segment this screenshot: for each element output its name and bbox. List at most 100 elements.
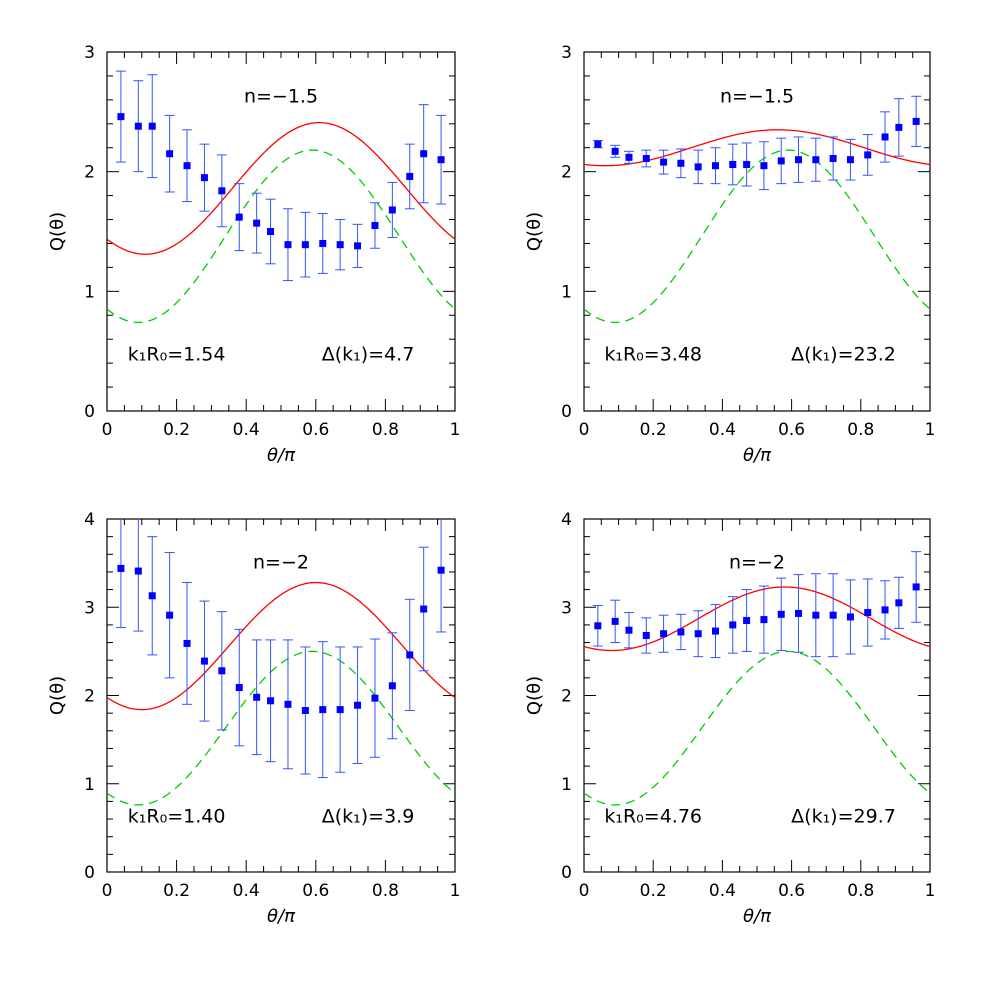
data-point [625, 626, 633, 634]
y-tick-label: 4 [561, 510, 572, 530]
x-tick-label: 1 [450, 881, 461, 901]
x-tick-label: 0.2 [640, 420, 667, 440]
data-point [795, 156, 803, 164]
y-tick-label: 2 [84, 687, 95, 707]
data-point [406, 172, 414, 180]
data-point [200, 174, 208, 182]
data-point [711, 162, 719, 170]
y-tick-label: 1 [84, 775, 95, 795]
data-point [166, 611, 174, 619]
data-point [134, 122, 142, 130]
annotation-k1R0: k₁R₀=3.48 [604, 344, 702, 366]
data-point [611, 617, 619, 625]
annotation-n: n=−2 [729, 551, 785, 573]
y-tick-label: 1 [561, 775, 572, 795]
data-point [406, 651, 414, 659]
x-tick-label: 0.8 [372, 420, 399, 440]
data-point [677, 159, 685, 167]
data-point [235, 684, 243, 692]
annotation-k1R0: k₁R₀=1.40 [128, 806, 226, 828]
data-point [437, 566, 445, 574]
data-point [777, 610, 785, 618]
data-point [881, 133, 889, 141]
solid-model-curve [107, 121, 455, 255]
data-point [611, 147, 619, 155]
data-point [912, 583, 920, 591]
data-point [235, 213, 243, 221]
data-point [864, 151, 872, 159]
data-point [812, 611, 820, 619]
x-tick-label: 1 [450, 420, 461, 440]
data-point [594, 140, 602, 148]
y-tick-label: 2 [561, 687, 572, 707]
annotation-delta: Δ(k₁)=29.7 [791, 806, 896, 828]
x-tick-label: 1 [925, 420, 936, 440]
y-tick-label: 1 [561, 282, 572, 302]
x-tick-label: 0.4 [233, 881, 260, 901]
data-point [743, 160, 751, 168]
data-point [301, 241, 309, 249]
y-axis-label: Q(θ) [524, 676, 545, 715]
y-tick-label: 0 [561, 863, 572, 883]
x-tick-label: 0.2 [163, 420, 190, 440]
data-point [660, 630, 668, 638]
data-point [912, 117, 920, 125]
data-point [371, 694, 379, 702]
data-layer [584, 551, 930, 806]
y-tick-label: 0 [561, 402, 572, 422]
x-tick-label: 0.8 [847, 881, 874, 901]
solid-model-curve [107, 581, 455, 711]
panel-3: 0 0.2 0.4 0.6 0.8 1 0 1 2 3 4 θ/π Q(θ) n=−2 k₁R₀=1.40 Δ… [47, 510, 461, 927]
data-point [148, 592, 156, 600]
y-axis-label: Q(θ) [47, 676, 68, 715]
x-tick-label: 0.4 [709, 420, 736, 440]
data-point [594, 622, 602, 630]
data-point [881, 606, 889, 614]
panel-2: 0 0.2 0.4 0.6 0.8 1 0 1 2 3 θ/π Q(θ) n=−1.5 k₁R₀=3.48… [524, 43, 935, 466]
data-point [183, 639, 191, 647]
data-point [354, 242, 362, 250]
data-point [354, 701, 362, 709]
panel-4: 0 0.2 0.4 0.6 0.8 1 0 1 2 3 4 θ/π Q(θ) n=−2 k₁R₀=4.76 Δ… [524, 510, 935, 927]
data-point [166, 150, 174, 158]
dashed-model-curve [107, 650, 455, 806]
data-point [284, 241, 292, 249]
data-layer [107, 519, 455, 806]
solid-model-curve [584, 586, 930, 652]
x-tick-label: 0.2 [640, 881, 667, 901]
x-tick-label: 1 [925, 881, 936, 901]
data-point [183, 162, 191, 170]
annotation-delta: Δ(k₁)=3.9 [322, 806, 415, 828]
data-point [777, 157, 785, 165]
data-point [284, 700, 292, 708]
data-point [336, 706, 344, 714]
dashed-model-curve [584, 149, 930, 324]
x-tick-label: 0 [579, 420, 590, 440]
y-tick-label: 4 [84, 510, 95, 530]
data-point [420, 605, 428, 613]
x-tick-label: 0.4 [233, 420, 260, 440]
data-point [267, 228, 275, 235]
y-tick-label: 3 [561, 598, 572, 618]
x-tick-label: 0.6 [302, 420, 329, 440]
data-point [660, 158, 668, 166]
x-tick-label: 0.6 [778, 881, 805, 901]
y-tick-label: 0 [84, 863, 95, 883]
data-point [371, 222, 379, 230]
data-point [846, 156, 854, 164]
x-axis-label: θ/π [743, 906, 772, 927]
data-point [642, 631, 650, 639]
x-tick-label: 0.2 [163, 881, 190, 901]
annotation-delta: Δ(k₁)=4.7 [322, 344, 415, 366]
data-point [743, 616, 751, 624]
data-point [117, 113, 125, 121]
data-point [336, 241, 344, 249]
x-tick-label: 0.6 [302, 881, 329, 901]
data-point [267, 697, 275, 705]
annotation-n: n=−1.5 [720, 85, 794, 107]
data-point [388, 206, 396, 214]
data-point [117, 564, 125, 572]
y-tick-label: 3 [84, 43, 95, 63]
data-point [642, 155, 650, 163]
